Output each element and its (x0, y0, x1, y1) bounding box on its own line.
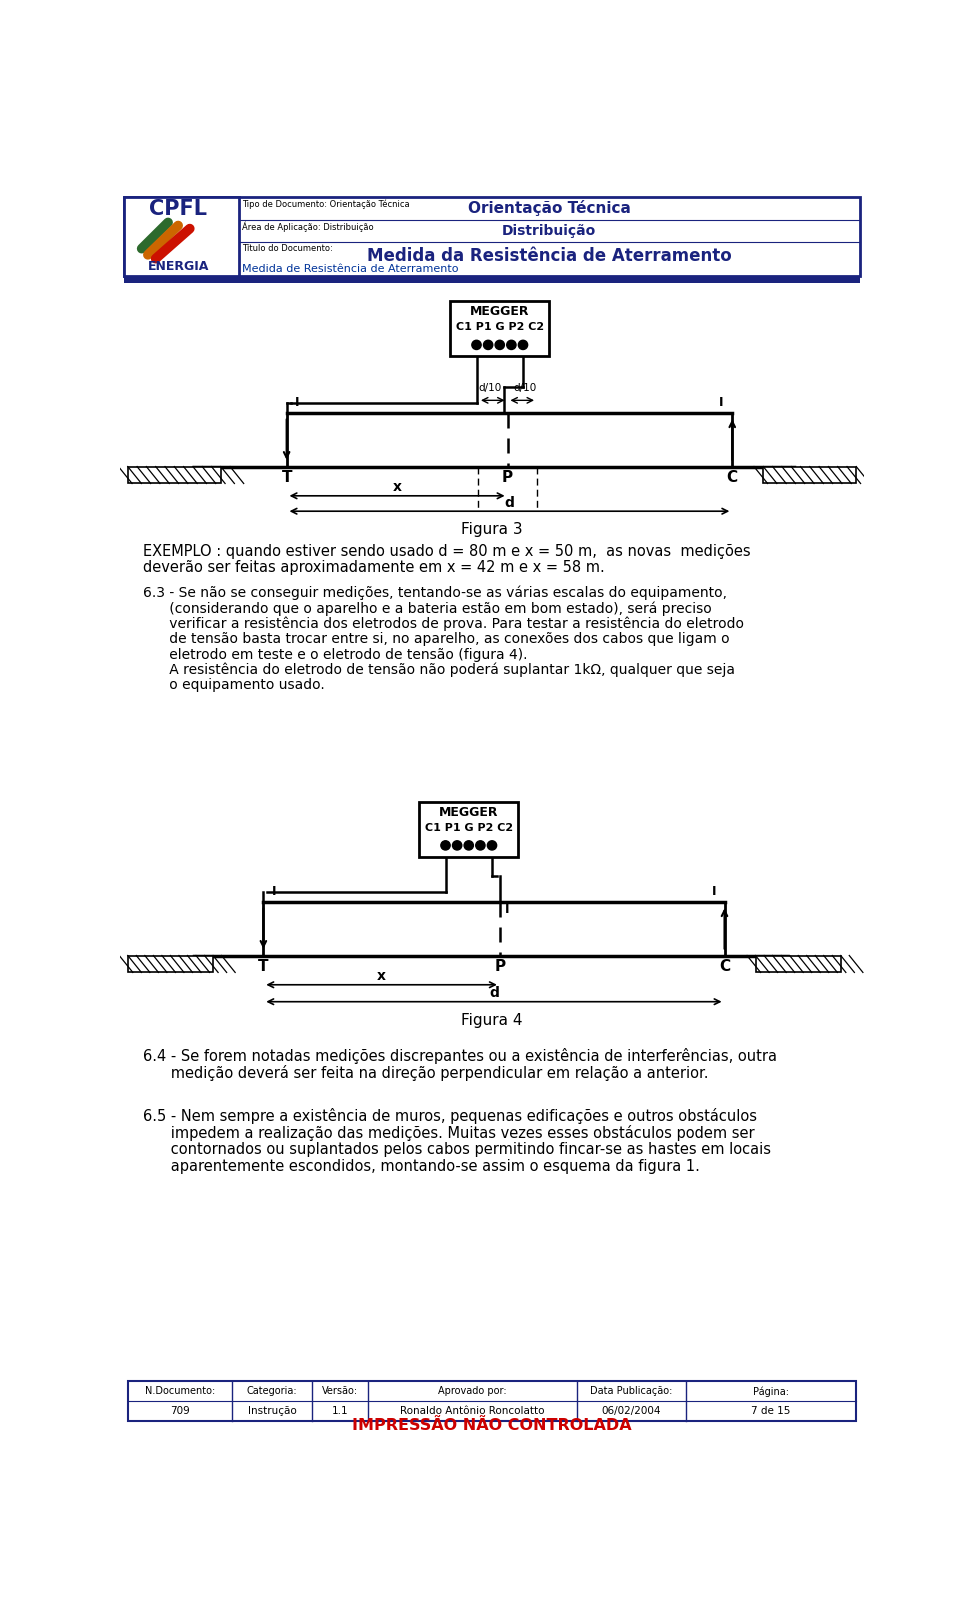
Text: P: P (494, 960, 505, 974)
Text: Distribuição: Distribuição (502, 224, 596, 238)
Text: 06/02/2004: 06/02/2004 (602, 1407, 661, 1417)
Text: I: I (711, 886, 716, 898)
Text: Figura 4: Figura 4 (461, 1013, 523, 1027)
Text: A resistência do eletrodo de tensão não poderá suplantar 1kΩ, qualquer que seja: A resistência do eletrodo de tensão não … (143, 663, 735, 678)
Circle shape (507, 340, 516, 349)
Bar (128, 467, 221, 483)
Bar (124, 196, 860, 277)
Text: deverão ser feitas aproximadamente em x = 42 m e x = 58 m.: deverão ser feitas aproximadamente em x … (143, 560, 605, 575)
Text: MEGGER: MEGGER (470, 306, 530, 319)
Bar (756, 955, 841, 972)
Bar (128, 955, 213, 972)
Text: Figura 3: Figura 3 (461, 522, 523, 538)
Text: aparentemente escondidos, montando-se assim o esquema da figura 1.: aparentemente escondidos, montando-se as… (143, 1159, 700, 1174)
Circle shape (452, 840, 462, 850)
Circle shape (488, 840, 496, 850)
Text: P: P (502, 470, 513, 485)
Text: Área de Aplicação: Distribuição: Área de Aplicação: Distribuição (242, 221, 373, 232)
Text: x: x (393, 480, 401, 494)
Text: (considerando que o aparelho e a bateria estão em bom estado), será preciso: (considerando que o aparelho e a bateria… (143, 601, 712, 615)
Circle shape (441, 840, 450, 850)
Circle shape (464, 840, 473, 850)
Circle shape (472, 340, 481, 349)
Text: d: d (489, 987, 499, 1000)
Text: Página:: Página: (753, 1386, 789, 1396)
Text: x: x (377, 969, 386, 984)
Text: 1.1: 1.1 (332, 1407, 348, 1417)
Text: impedem a realização das medições. Muitas vezes esses obstáculos podem ser: impedem a realização das medições. Muita… (143, 1125, 755, 1141)
Bar (124, 277, 860, 283)
Text: o equipamento usado.: o equipamento usado. (143, 678, 325, 692)
Text: I: I (505, 903, 510, 916)
Text: I: I (272, 886, 276, 898)
Text: Tipo de Documento: Orientação Técnica: Tipo de Documento: Orientação Técnica (242, 200, 409, 209)
Text: verificar a resistência dos eletrodos de prova. Para testar a resistência do ele: verificar a resistência dos eletrodos de… (143, 617, 744, 631)
Text: EXEMPLO : quando estiver sendo usado d = 80 m e x = 50 m,  as novas  medições: EXEMPLO : quando estiver sendo usado d =… (143, 544, 751, 559)
Text: IMPRESSÃO NÃO CONTROLADA: IMPRESSÃO NÃO CONTROLADA (352, 1418, 632, 1433)
Circle shape (518, 340, 528, 349)
Text: 6.4 - Se forem notadas medições discrepantes ou a existência de interferências, : 6.4 - Se forem notadas medições discrepa… (143, 1048, 778, 1064)
Circle shape (484, 340, 492, 349)
Text: C: C (727, 470, 738, 485)
Text: Instrução: Instrução (248, 1407, 297, 1417)
Text: Categoria:: Categoria: (247, 1386, 298, 1396)
Text: de tensão basta trocar entre si, no aparelho, as conexões dos cabos que ligam o: de tensão basta trocar entre si, no apar… (143, 633, 730, 646)
Text: d/10: d/10 (513, 383, 537, 393)
Text: Data Publicação:: Data Publicação: (590, 1386, 673, 1396)
Bar (763, 467, 856, 483)
Bar (128, 1381, 856, 1422)
Text: T: T (281, 470, 292, 485)
Circle shape (476, 840, 485, 850)
Text: 709: 709 (170, 1407, 190, 1417)
Circle shape (495, 340, 504, 349)
Bar (420, 802, 518, 857)
Text: 6.3 - Se não se conseguir medições, tentando-se as várias escalas do equipamento: 6.3 - Se não se conseguir medições, tent… (143, 586, 728, 601)
Text: C1 P1 G P2 C2: C1 P1 G P2 C2 (456, 322, 543, 332)
Text: CPFL: CPFL (149, 198, 207, 219)
Text: contornados ou suplantados pelos cabos permitindo fincar-se as hastes em locais: contornados ou suplantados pelos cabos p… (143, 1141, 771, 1158)
Text: 7 de 15: 7 de 15 (752, 1407, 791, 1417)
Text: d/10: d/10 (479, 383, 502, 393)
Bar (450, 301, 549, 356)
Text: Medida da Resistência de Aterramento: Medida da Resistência de Aterramento (367, 246, 732, 266)
Text: I: I (719, 396, 724, 409)
Text: Versão:: Versão: (322, 1386, 358, 1396)
Bar (124, 196, 239, 277)
Text: Título do Documento:: Título do Documento: (242, 243, 332, 253)
Text: Aprovado por:: Aprovado por: (439, 1386, 507, 1396)
Text: Ronaldo Antônio Roncolatto: Ronaldo Antônio Roncolatto (400, 1407, 545, 1417)
Text: Orientação Técnica: Orientação Técnica (468, 200, 631, 216)
Text: medição deverá ser feita na direção perpendicular em relação a anterior.: medição deverá ser feita na direção perp… (143, 1064, 708, 1080)
Text: N.Documento:: N.Documento: (145, 1386, 215, 1396)
Text: eletrodo em teste e o eletrodo de tensão (figura 4).: eletrodo em teste e o eletrodo de tensão… (143, 647, 528, 662)
Text: C: C (719, 960, 730, 974)
Text: C1 P1 G P2 C2: C1 P1 G P2 C2 (424, 823, 513, 832)
Text: ENERGIA: ENERGIA (148, 259, 209, 272)
Text: I: I (296, 396, 300, 409)
Text: d: d (505, 496, 515, 510)
Text: T: T (258, 960, 269, 974)
Text: 6.5 - Nem sempre a existência de muros, pequenas edificações e outros obstáculos: 6.5 - Nem sempre a existência de muros, … (143, 1108, 757, 1124)
Text: Medida de Resistência de Aterramento: Medida de Resistência de Aterramento (242, 264, 458, 274)
Text: MEGGER: MEGGER (439, 805, 498, 819)
